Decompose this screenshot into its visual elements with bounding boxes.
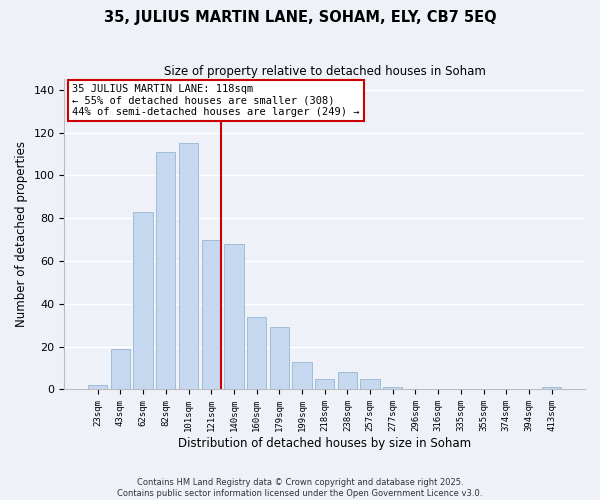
Bar [88,385,107,390]
X-axis label: Distribution of detached houses by size in Soham: Distribution of detached houses by size … [178,437,471,450]
Bar [269,328,289,390]
Bar [202,240,221,390]
Bar [338,372,357,390]
Bar [179,144,198,390]
Bar [247,316,266,390]
Bar [361,379,380,390]
Text: 35 JULIUS MARTIN LANE: 118sqm
← 55% of detached houses are smaller (308)
44% of : 35 JULIUS MARTIN LANE: 118sqm ← 55% of d… [72,84,360,117]
Bar [542,388,562,390]
Bar [224,244,244,390]
Bar [156,152,175,390]
Y-axis label: Number of detached properties: Number of detached properties [15,142,28,328]
Title: Size of property relative to detached houses in Soham: Size of property relative to detached ho… [164,65,485,78]
Text: 35, JULIUS MARTIN LANE, SOHAM, ELY, CB7 5EQ: 35, JULIUS MARTIN LANE, SOHAM, ELY, CB7 … [104,10,496,25]
Bar [133,212,153,390]
Bar [383,388,403,390]
Bar [292,362,311,390]
Bar [111,349,130,390]
Text: Contains HM Land Registry data © Crown copyright and database right 2025.
Contai: Contains HM Land Registry data © Crown c… [118,478,482,498]
Bar [315,379,334,390]
